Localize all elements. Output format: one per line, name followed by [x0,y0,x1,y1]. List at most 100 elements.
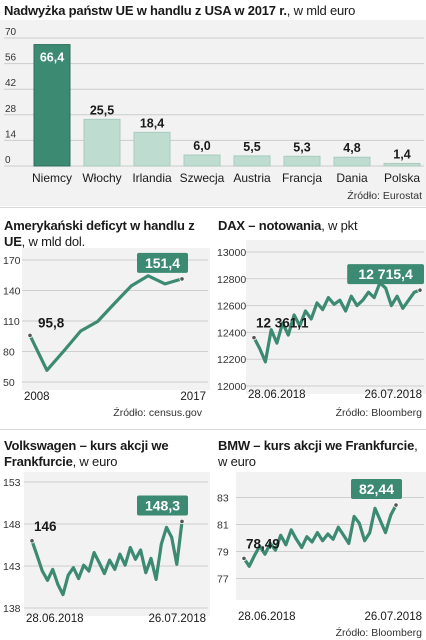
y-tick-label: 83 [217,493,229,505]
vw-chart-title-text: Volkswagen – kurs akcji we Frankfurcie [4,438,169,469]
dax-chart-source: Źródło: Bloomberg [335,407,422,419]
start-point [27,332,33,339]
bar [183,154,221,167]
bar-value-label: 1,4 [393,147,410,161]
end-point [393,502,399,508]
y-tick-label: 81 [217,520,229,532]
x-category-label: Dania [336,171,368,185]
y-tick-label: 12600 [217,301,246,313]
deficit-chart-title: Amerykański deficyt w handlu z UE, w mld… [4,218,209,250]
end-value-label: 151,4 [145,255,180,271]
y-tick-label: 70 [5,27,17,38]
deficit-chart-source: Źródło: census.gov [113,407,202,419]
bar-chart-source: Źródło: Eurostat [347,190,422,202]
end-value-label: 12 715,4 [358,266,413,282]
bar [133,131,171,167]
end-value-box [137,252,188,273]
y-tick-label: 56 [5,53,17,64]
bmw-chart-title: BMW – kurs akcji we Frankfurcie, w euro [218,438,423,470]
end-point [417,287,423,293]
deficit-line-chart: 170 140 110 80 50 95,8 151,4 2008 2017 [3,248,210,403]
start-point [251,335,257,341]
end-value-label: 82,44 [359,481,394,497]
y-tick-label: 77 [217,574,229,586]
dax-chart-title: DAX – notowania, w pkt [218,218,423,234]
divider [0,207,426,208]
deficit-chart-unit: , w mld dol. [21,234,86,249]
y-tick-label: 80 [3,347,15,359]
x-category-label: Włochy [82,171,121,185]
start-value-label: 95,8 [38,315,65,330]
bar [383,162,421,167]
bar-value-label: 4,8 [343,141,360,155]
x-tick-label: 2008 [24,391,50,403]
vw-chart-unit: , w euro [72,454,118,469]
y-tick-label: 50 [3,377,15,389]
y-tick-label: 14 [5,129,17,140]
bar [283,155,321,167]
y-tick-label: 13000 [217,247,246,259]
end-point [179,276,185,282]
end-point [179,518,185,525]
end-value-box [351,479,402,500]
dax-line-chart: 13000 12800 12600 12400 12200 12000 12 361,1 12… [217,240,426,401]
bmw-chart-source: Źródło: Bloomberg [335,627,422,639]
y-tick-label: 143 [3,561,21,573]
x-category-label: Irlandia [132,171,172,185]
x-tick-label: 26.07.2018 [364,389,422,401]
divider [0,429,426,430]
bmw-line-chart: 83 81 79 77 78,49 82,44 28.06.2018 26.07.2018 [217,472,426,623]
bar-chart-panel [0,20,426,206]
x-tick-label: 28.06.2018 [248,389,306,401]
end-value-box [137,495,188,516]
bar-value-label: 6,0 [193,139,210,153]
end-value-label: 148,3 [145,497,180,513]
bar [233,155,271,167]
start-point [241,555,247,561]
bar-chart: 70 56 42 28 14 0 66,4 Niemcy 25,5 Włochy 18,4 Irlan… [0,20,426,206]
vw-line-chart: 153 148 143 138 146 148,3 28.06.2018 26.07.2018 [3,472,210,625]
y-tick-label: 138 [3,603,21,615]
y-tick-label: 153 [3,477,21,489]
y-tick-label: 28 [5,104,17,115]
bar-chart-title-text: Nadwyżka państw UE w handlu z USA w 2017… [4,3,287,18]
y-tick-label: 12200 [217,354,246,366]
bar-value-label: 5,3 [293,140,310,154]
dax-chart-unit: , w pkt [321,218,358,233]
x-category-label: Austria [233,171,271,185]
x-tick-label: 2017 [180,391,206,403]
x-category-label: Francja [282,171,322,185]
x-category-label: Szwecja [180,171,225,185]
bmw-chart-title-text: BMW – kurs akcji we Frankfurcie [218,438,415,453]
start-value-label: 78,49 [246,536,280,551]
y-tick-label: 148 [3,519,21,531]
bar [33,44,71,167]
series-line [252,281,422,364]
start-value-label: 12 361,1 [256,316,309,331]
y-tick-label: 140 [3,286,21,298]
y-tick-label: 110 [3,316,20,328]
x-tick-label: 26.07.2018 [364,611,422,623]
series-line [30,519,184,597]
y-tick-label: 79 [217,547,229,559]
bar-value-label: 5,5 [243,140,260,154]
deficit-chart-title-text: Amerykański deficyt w handlu z UE [4,218,195,249]
bar [333,156,371,167]
y-tick-label: 170 [3,255,21,267]
bar-value-label: 18,4 [140,116,164,130]
y-tick-label: 42 [5,78,17,89]
dax-chart-title-text: DAX – notowania [218,218,322,233]
bmw-chart-unit: , w euro [218,438,418,469]
x-tick-label: 26.07.2018 [148,613,206,625]
bar-chart-unit: , w mld euro [286,3,356,18]
x-tick-label: 28.06.2018 [26,613,84,625]
y-tick-label: 12400 [217,327,246,339]
bar [83,118,121,167]
start-point [29,538,35,544]
y-tick-label: 12800 [217,274,246,286]
x-tick-label: 28.06.2018 [238,611,296,623]
start-value-label: 146 [34,519,57,534]
end-value-box [347,264,424,285]
vw-chart-title: Volkswagen – kurs akcji we Frankfurcie, … [4,438,209,470]
bar-value-label: 66,4 [40,51,64,65]
